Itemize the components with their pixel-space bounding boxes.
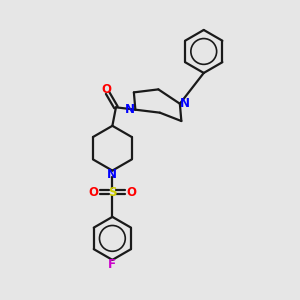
Text: O: O [101,82,111,96]
Text: F: F [108,259,116,272]
Text: O: O [127,186,137,199]
Text: S: S [108,186,117,199]
Text: N: N [107,168,117,181]
Text: N: N [180,97,190,110]
Text: O: O [88,186,98,199]
Text: N: N [125,103,135,116]
